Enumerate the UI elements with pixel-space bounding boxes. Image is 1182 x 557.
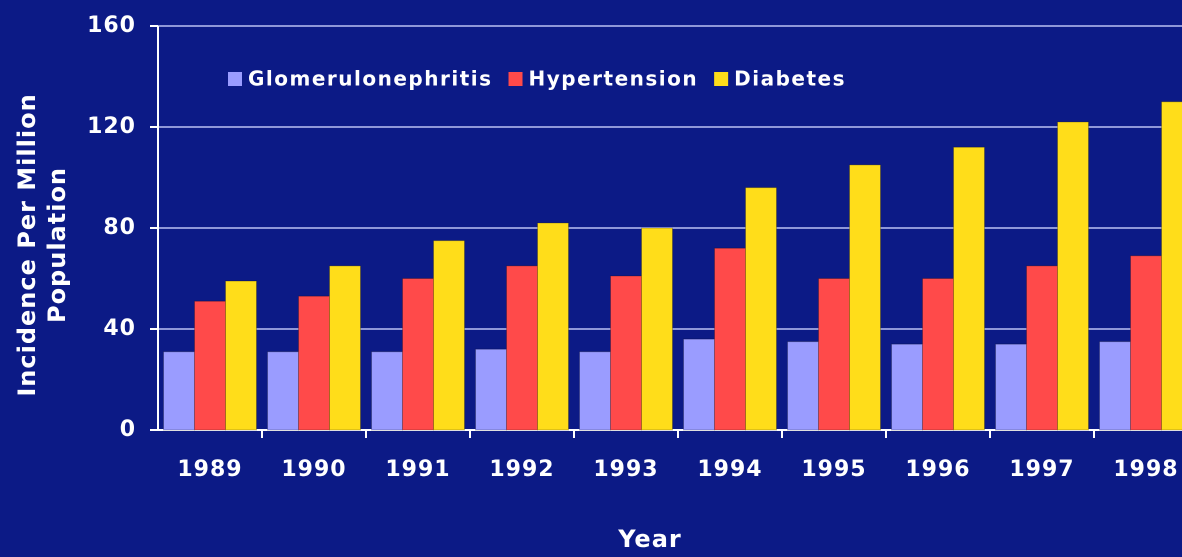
x-tick-label: 1997 bbox=[1009, 457, 1074, 482]
legend-swatch bbox=[508, 72, 523, 86]
y-tick-label: 0 bbox=[120, 417, 136, 442]
bar bbox=[683, 338, 715, 431]
x-tick-label: 1994 bbox=[697, 457, 762, 482]
x-tick-label: 1990 bbox=[281, 457, 346, 482]
x-tick-label: 1995 bbox=[801, 457, 866, 482]
bar bbox=[579, 351, 611, 431]
x-tick-label: 1998 bbox=[1113, 457, 1178, 482]
bar bbox=[610, 275, 642, 431]
bar bbox=[1026, 265, 1058, 431]
bar bbox=[1099, 341, 1131, 431]
bar bbox=[787, 341, 819, 431]
bar bbox=[163, 351, 195, 431]
bar bbox=[506, 265, 538, 431]
bar bbox=[329, 265, 361, 431]
bar bbox=[922, 278, 954, 431]
y-tick-label: 40 bbox=[103, 316, 136, 341]
bar bbox=[745, 187, 777, 431]
bar bbox=[1161, 101, 1182, 431]
bar bbox=[402, 278, 434, 431]
y-axis-title: Incidence Per Million bbox=[13, 93, 41, 396]
bar bbox=[641, 227, 673, 431]
bar bbox=[267, 351, 299, 431]
bar bbox=[891, 343, 923, 431]
y-tick-label: 160 bbox=[87, 13, 136, 38]
legend-swatch bbox=[228, 72, 242, 86]
bar bbox=[475, 348, 507, 431]
bar bbox=[371, 351, 403, 431]
x-tick-label: 1993 bbox=[593, 457, 658, 482]
y-tick-label: 120 bbox=[87, 114, 136, 139]
bar bbox=[1130, 255, 1162, 431]
y-axis-title: Population bbox=[43, 167, 71, 323]
x-axis-title: Year bbox=[617, 525, 681, 553]
bar bbox=[1057, 121, 1089, 431]
bar bbox=[818, 278, 850, 431]
x-tick-label: 1992 bbox=[489, 457, 554, 482]
bar bbox=[433, 240, 465, 431]
bar bbox=[714, 247, 746, 431]
legend-label: Glomerulonephritis bbox=[248, 67, 493, 91]
legend-label: Diabetes bbox=[734, 67, 846, 91]
legend-label: Hypertension bbox=[529, 67, 699, 91]
x-tick-label: 1991 bbox=[385, 457, 450, 482]
bar bbox=[298, 295, 330, 431]
bar bbox=[953, 146, 985, 431]
bar bbox=[194, 300, 226, 431]
bar bbox=[995, 343, 1027, 431]
bar bbox=[849, 164, 881, 431]
bar bbox=[537, 222, 569, 431]
x-tick-label: 1989 bbox=[177, 457, 242, 482]
x-tick-label: 1996 bbox=[905, 457, 970, 482]
bar bbox=[225, 280, 257, 431]
legend-swatch bbox=[714, 72, 729, 86]
y-tick-label: 80 bbox=[103, 215, 136, 240]
